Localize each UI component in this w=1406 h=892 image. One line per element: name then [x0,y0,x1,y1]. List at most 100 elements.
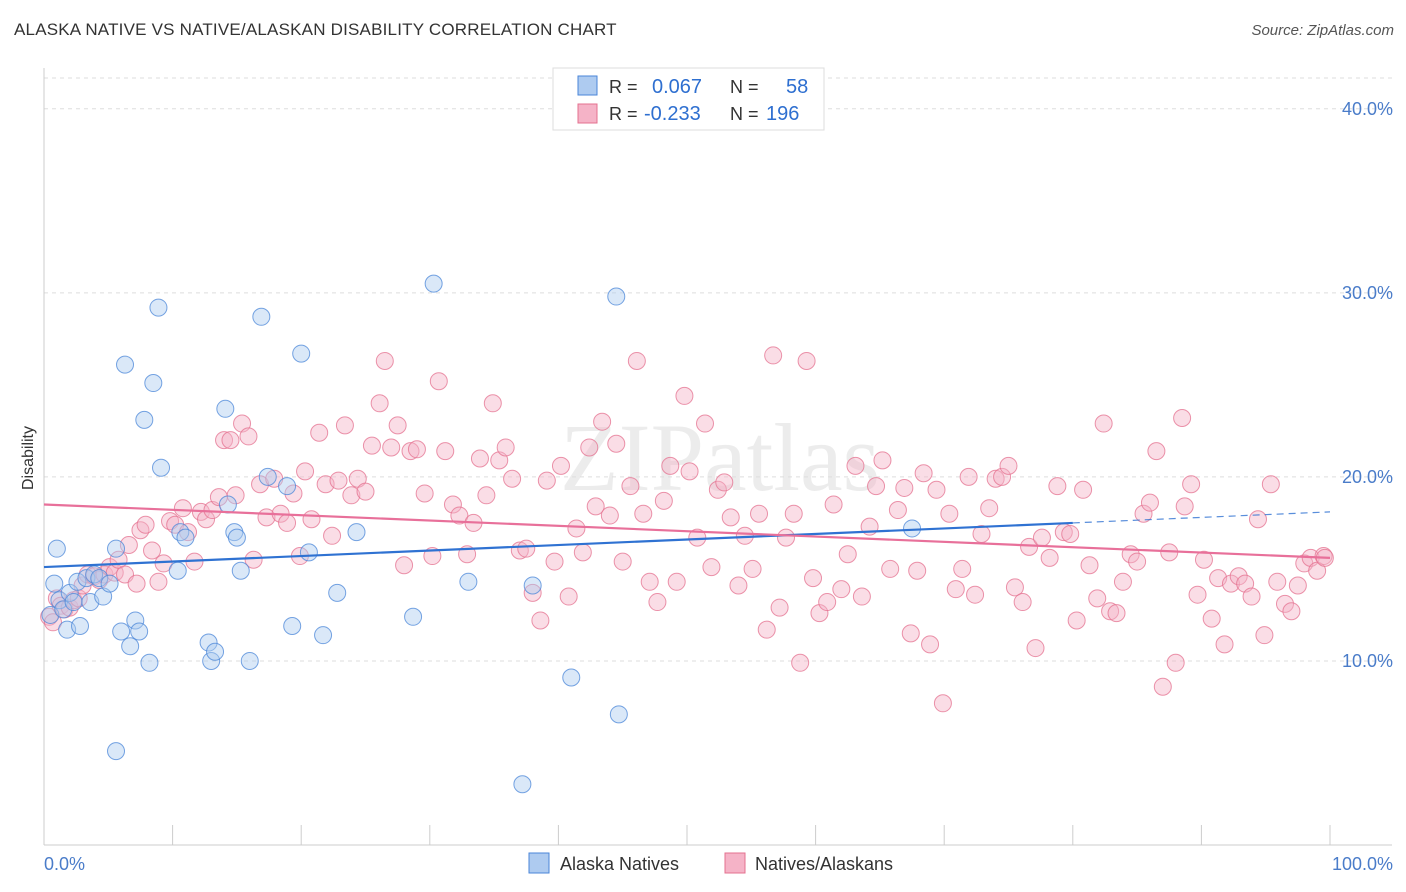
point-natives-alaskans [921,635,940,654]
point-alaska-natives [513,775,532,794]
point-alaska-natives [314,626,333,645]
point-natives-alaskans [1261,475,1280,494]
point-natives-alaskans [149,572,168,591]
point-alaska-natives [116,355,135,374]
point-natives-alaskans [715,473,734,492]
point-natives-alaskans [545,552,564,571]
point-natives-alaskans [221,431,240,450]
point-alaska-natives [168,561,187,580]
point-natives-alaskans [895,478,914,497]
point-natives-alaskans [708,480,727,499]
point-natives-alaskans [1242,587,1261,606]
point-alaska-natives [107,539,126,558]
point-natives-alaskans [415,484,434,503]
stats-swatch-blue [577,75,598,96]
point-natives-alaskans [702,558,721,577]
point-natives-alaskans [375,351,394,370]
point-natives-alaskans [1255,626,1274,645]
point-natives-alaskans [323,526,342,545]
point-alaska-natives [328,583,347,602]
point-natives-alaskans [908,561,927,580]
point-natives-alaskans [1147,442,1166,461]
point-natives-alaskans [743,559,762,578]
point-natives-alaskans [143,541,162,560]
point-natives-alaskans [1088,589,1107,608]
point-alaska-natives [609,705,628,724]
point-natives-alaskans [675,386,694,405]
point-natives-alaskans [537,471,556,490]
series-alaska-natives [41,274,922,794]
point-alaska-natives [459,572,478,591]
point-natives-alaskans [927,480,946,499]
point-natives-alaskans [696,414,715,433]
point-alaska-natives [149,298,168,317]
point-alaska-natives [100,574,119,593]
point-alaska-natives [347,523,366,542]
trend-line-alaska-natives [43,521,1073,569]
point-natives-alaskans [329,471,348,490]
y-tick-label-40: 40.0% [1342,99,1393,119]
point-alaska-natives [71,616,90,635]
point-natives-alaskans [296,462,315,481]
point-natives-alaskans [1275,594,1294,613]
point-natives-alaskans [621,477,640,496]
point-natives-alaskans [1288,576,1307,595]
point-alaska-natives [258,467,277,486]
point-natives-alaskans [496,438,515,457]
point-alaska-natives [240,651,259,670]
point-natives-alaskans [940,504,959,523]
legend-label-alaska-natives: Alaska Natives [560,854,679,874]
x-tick-label-max: 100.0% [1332,854,1393,874]
point-natives-alaskans [1128,552,1147,571]
point-natives-alaskans [1221,574,1240,593]
point-natives-alaskans [654,491,673,510]
legend-label-natives-alaskans: Natives/Alaskans [755,854,893,874]
point-natives-alaskans [593,412,612,431]
point-alaska-natives [227,528,246,547]
point-alaska-natives [404,607,423,626]
point-natives-alaskans [933,694,952,713]
trend-lines [43,503,1331,569]
stats-r-value-1: 0.067 [652,76,702,98]
point-natives-alaskans [640,572,659,591]
tick-labels: 10.0% 20.0% 30.0% 40.0% 0.0% 100.0% [44,99,1393,874]
point-natives-alaskans [770,598,789,617]
point-natives-alaskans [667,572,686,591]
point-alaska-natives [292,344,311,363]
point-natives-alaskans [567,519,586,538]
point-natives-alaskans [517,539,536,558]
point-natives-alaskans [784,504,803,523]
point-natives-alaskans [1182,475,1201,494]
point-alaska-natives [299,543,318,562]
point-natives-alaskans [721,508,740,527]
point-natives-alaskans [1032,528,1051,547]
point-natives-alaskans [804,569,823,588]
point-alaska-natives [424,274,443,293]
stats-box: R = 0.067 N = 58 R = -0.233 N = 196 [552,67,825,131]
point-natives-alaskans [966,585,985,604]
y-tick-label-10: 10.0% [1342,651,1393,671]
point-alaska-natives [206,642,225,661]
source-credit: Source: ZipAtlas.com [1251,22,1394,39]
point-natives-alaskans [1215,635,1234,654]
point-natives-alaskans [503,469,522,488]
point-alaska-natives [64,593,83,612]
point-alaska-natives [54,600,73,619]
point-alaska-natives [252,307,271,326]
point-natives-alaskans [523,583,542,602]
point-natives-alaskans [797,351,816,370]
point-natives-alaskans [1188,585,1207,604]
point-natives-alaskans [382,438,401,457]
trend-line-alaska-natives-extension [1072,511,1331,524]
point-natives-alaskans [1153,677,1172,696]
point-natives-alaskans [777,528,796,547]
point-natives-alaskans [1134,504,1153,523]
point-natives-alaskans [251,475,270,494]
point-natives-alaskans [44,613,63,632]
point-natives-alaskans [284,484,303,503]
point-natives-alaskans [881,559,900,578]
point-alaska-natives [216,399,235,418]
point-natives-alaskans [750,504,769,523]
point-natives-alaskans [832,580,851,599]
stats-swatch-pink [577,103,598,124]
